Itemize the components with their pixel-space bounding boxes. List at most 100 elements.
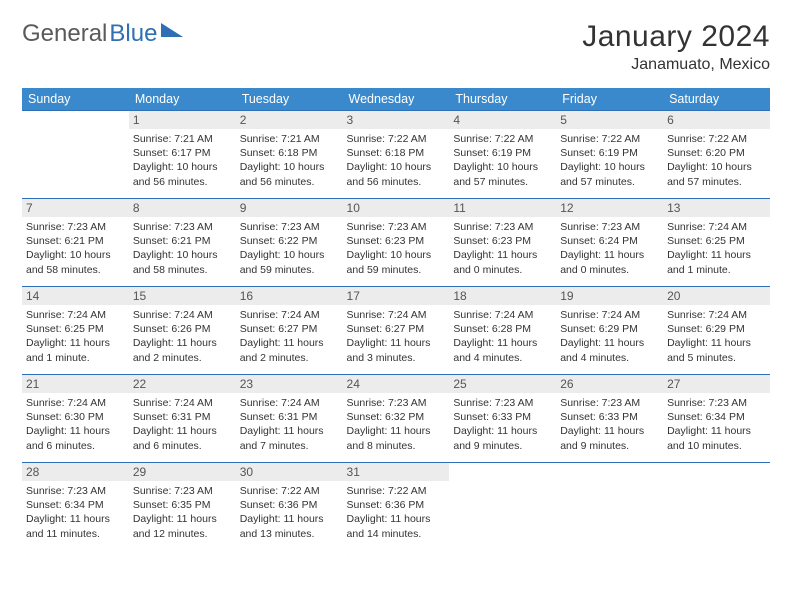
logo-text-2: Blue — [109, 20, 157, 48]
weekday-header: Friday — [556, 88, 663, 111]
calendar-cell: 1Sunrise: 7:21 AMSunset: 6:17 PMDaylight… — [129, 111, 236, 199]
header: GeneralBlue January 2024 Janamuato, Mexi… — [22, 20, 770, 74]
day-number: 27 — [663, 375, 770, 393]
day-details: Sunrise: 7:23 AMSunset: 6:33 PMDaylight:… — [560, 396, 659, 453]
calendar-row: 28Sunrise: 7:23 AMSunset: 6:34 PMDayligh… — [22, 463, 770, 551]
day-number: 18 — [449, 287, 556, 305]
day-number: 24 — [343, 375, 450, 393]
calendar-cell: 31 Sunrise: 7:22 AMSunset: 6:36 PMDayligh… — [343, 463, 450, 551]
day-number: 12 — [556, 199, 663, 217]
day-details: Sunrise: 7:23 AMSunset: 6:23 PMDaylight:… — [347, 220, 446, 277]
day-details: Sunrise: 7:22 AMSunset: 6:19 PMDaylight:… — [560, 132, 659, 189]
calendar-cell: 9 Sunrise: 7:23 AMSunset: 6:22 PMDaylight… — [236, 199, 343, 287]
day-number: 4 — [449, 111, 556, 129]
calendar-cell — [663, 463, 770, 551]
day-number: 7 — [22, 199, 129, 217]
day-details: Sunrise: 7:23 AMSunset: 6:24 PMDaylight:… — [560, 220, 659, 277]
day-number: 9 — [236, 199, 343, 217]
day-number: 26 — [556, 375, 663, 393]
day-number: 11 — [449, 199, 556, 217]
day-number: 2 — [236, 111, 343, 129]
calendar-cell: 22 Sunrise: 7:24 AMSunset: 6:31 PMDayligh… — [129, 375, 236, 463]
day-details: Sunrise: 7:23 AMSunset: 6:34 PMDaylight:… — [26, 484, 125, 541]
day-number: 10 — [343, 199, 450, 217]
day-details: Sunrise: 7:22 AMSunset: 6:18 PMDaylight:… — [347, 132, 446, 189]
calendar-row: .1Sunrise: 7:21 AMSunset: 6:17 PMDayligh… — [22, 111, 770, 199]
title-block: January 2024 Janamuato, Mexico — [582, 20, 770, 74]
calendar-cell: 7 Sunrise: 7:23 AMSunset: 6:21 PMDaylight… — [22, 199, 129, 287]
calendar-cell — [556, 463, 663, 551]
day-details: Sunrise: 7:23 AMSunset: 6:35 PMDaylight:… — [133, 484, 232, 541]
calendar-row: 7Sunrise: 7:23 AMSunset: 6:21 PMDaylight… — [22, 199, 770, 287]
day-details: Sunrise: 7:24 AMSunset: 6:27 PMDaylight:… — [240, 308, 339, 365]
day-details: Sunrise: 7:23 AMSunset: 6:21 PMDaylight:… — [133, 220, 232, 277]
calendar-cell: . — [22, 111, 129, 199]
calendar-cell: 26 Sunrise: 7:23 AMSunset: 6:33 PMDayligh… — [556, 375, 663, 463]
weekday-header: Thursday — [449, 88, 556, 111]
calendar-body: .1Sunrise: 7:21 AMSunset: 6:17 PMDayligh… — [22, 111, 770, 551]
calendar-cell: 16 Sunrise: 7:24 AMSunset: 6:27 PMDayligh… — [236, 287, 343, 375]
day-number: 30 — [236, 463, 343, 481]
weekday-header: Saturday — [663, 88, 770, 111]
calendar-cell — [449, 463, 556, 551]
calendar-table: SundayMondayTuesdayWednesdayThursdayFrid… — [22, 88, 770, 551]
calendar-cell: 3 Sunrise: 7:22 AMSunset: 6:18 PMDaylight… — [343, 111, 450, 199]
calendar-cell: 20 Sunrise: 7:24 AMSunset: 6:29 PMDayligh… — [663, 287, 770, 375]
day-details: Sunrise: 7:24 AMSunset: 6:27 PMDaylight:… — [347, 308, 446, 365]
day-details: Sunrise: 7:24 AMSunset: 6:29 PMDaylight:… — [560, 308, 659, 365]
day-details: Sunrise: 7:22 AMSunset: 6:36 PMDaylight:… — [240, 484, 339, 541]
calendar-cell: 29 Sunrise: 7:23 AMSunset: 6:35 PMDayligh… — [129, 463, 236, 551]
day-number: 8 — [129, 199, 236, 217]
calendar-cell: 30 Sunrise: 7:22 AMSunset: 6:36 PMDayligh… — [236, 463, 343, 551]
day-details: Sunrise: 7:24 AMSunset: 6:31 PMDaylight:… — [133, 396, 232, 453]
day-number: 3 — [343, 111, 450, 129]
calendar-cell: 8 Sunrise: 7:23 AMSunset: 6:21 PMDaylight… — [129, 199, 236, 287]
day-details: Sunrise: 7:24 AMSunset: 6:25 PMDaylight:… — [667, 220, 766, 277]
sail-icon — [161, 23, 183, 37]
day-details: Sunrise: 7:23 AMSunset: 6:22 PMDaylight:… — [240, 220, 339, 277]
weekday-header: Monday — [129, 88, 236, 111]
calendar-cell: 13 Sunrise: 7:24 AMSunset: 6:25 PMDayligh… — [663, 199, 770, 287]
day-details: Sunrise: 7:21 AMSunset: 6:18 PMDaylight:… — [240, 132, 339, 189]
day-details: Sunrise: 7:24 AMSunset: 6:25 PMDaylight:… — [26, 308, 125, 365]
calendar-cell: 17Sunrise: 7:24 AMSunset: 6:27 PMDayligh… — [343, 287, 450, 375]
day-number: 29 — [129, 463, 236, 481]
calendar-cell: 18 Sunrise: 7:24 AMSunset: 6:28 PMDayligh… — [449, 287, 556, 375]
day-details: Sunrise: 7:23 AMSunset: 6:33 PMDaylight:… — [453, 396, 552, 453]
calendar-cell: 27Sunrise: 7:23 AMSunset: 6:34 PMDayligh… — [663, 375, 770, 463]
day-number: 31 — [343, 463, 450, 481]
calendar-row: 21Sunrise: 7:24 AMSunset: 6:30 PMDayligh… — [22, 375, 770, 463]
day-number: 22 — [129, 375, 236, 393]
day-number: 15 — [129, 287, 236, 305]
logo-text-1: General — [22, 20, 107, 48]
day-number: 6 — [663, 111, 770, 129]
day-details: Sunrise: 7:24 AMSunset: 6:30 PMDaylight:… — [26, 396, 125, 453]
location: Janamuato, Mexico — [582, 56, 770, 74]
calendar-cell: 4 Sunrise: 7:22 AMSunset: 6:19 PMDaylight… — [449, 111, 556, 199]
calendar-cell: 10 Sunrise: 7:23 AMSunset: 6:23 PMDayligh… — [343, 199, 450, 287]
day-number: 16 — [236, 287, 343, 305]
month-title: January 2024 — [582, 20, 770, 54]
day-details: Sunrise: 7:22 AMSunset: 6:20 PMDaylight:… — [667, 132, 766, 189]
calendar-cell: 15Sunrise: 7:24 AMSunset: 6:26 PMDayligh… — [129, 287, 236, 375]
logo: GeneralBlue — [22, 20, 183, 48]
day-number: 13 — [663, 199, 770, 217]
calendar-cell: 11Sunrise: 7:23 AMSunset: 6:23 PMDayligh… — [449, 199, 556, 287]
day-number: 20 — [663, 287, 770, 305]
day-details: Sunrise: 7:24 AMSunset: 6:29 PMDaylight:… — [667, 308, 766, 365]
day-details: Sunrise: 7:24 AMSunset: 6:28 PMDaylight:… — [453, 308, 552, 365]
day-details: Sunrise: 7:22 AMSunset: 6:19 PMDaylight:… — [453, 132, 552, 189]
calendar-cell: 2 Sunrise: 7:21 AMSunset: 6:18 PMDaylight… — [236, 111, 343, 199]
calendar-cell: 14Sunrise: 7:24 AMSunset: 6:25 PMDayligh… — [22, 287, 129, 375]
weekday-header: Tuesday — [236, 88, 343, 111]
calendar-cell: 21Sunrise: 7:24 AMSunset: 6:30 PMDayligh… — [22, 375, 129, 463]
calendar-cell: 19Sunrise: 7:24 AMSunset: 6:29 PMDayligh… — [556, 287, 663, 375]
weekday-header: Sunday — [22, 88, 129, 111]
day-details: Sunrise: 7:23 AMSunset: 6:21 PMDaylight:… — [26, 220, 125, 277]
day-details: Sunrise: 7:24 AMSunset: 6:31 PMDaylight:… — [240, 396, 339, 453]
day-number: 1 — [129, 111, 236, 129]
calendar-cell: 23Sunrise: 7:24 AMSunset: 6:31 PMDayligh… — [236, 375, 343, 463]
calendar-cell: 28Sunrise: 7:23 AMSunset: 6:34 PMDayligh… — [22, 463, 129, 551]
day-details: Sunrise: 7:22 AMSunset: 6:36 PMDaylight:… — [347, 484, 446, 541]
calendar-header-row: SundayMondayTuesdayWednesdayThursdayFrid… — [22, 88, 770, 111]
